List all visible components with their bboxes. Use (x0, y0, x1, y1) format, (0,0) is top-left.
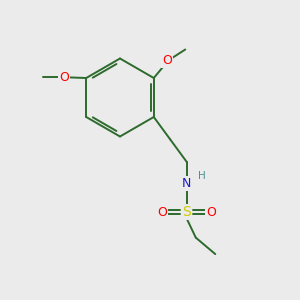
Text: O: O (59, 71, 69, 84)
Text: O: O (206, 206, 216, 219)
Text: H: H (198, 171, 206, 181)
Text: O: O (162, 53, 172, 67)
Text: N: N (182, 177, 191, 190)
Text: O: O (157, 206, 167, 219)
Text: S: S (182, 205, 191, 219)
